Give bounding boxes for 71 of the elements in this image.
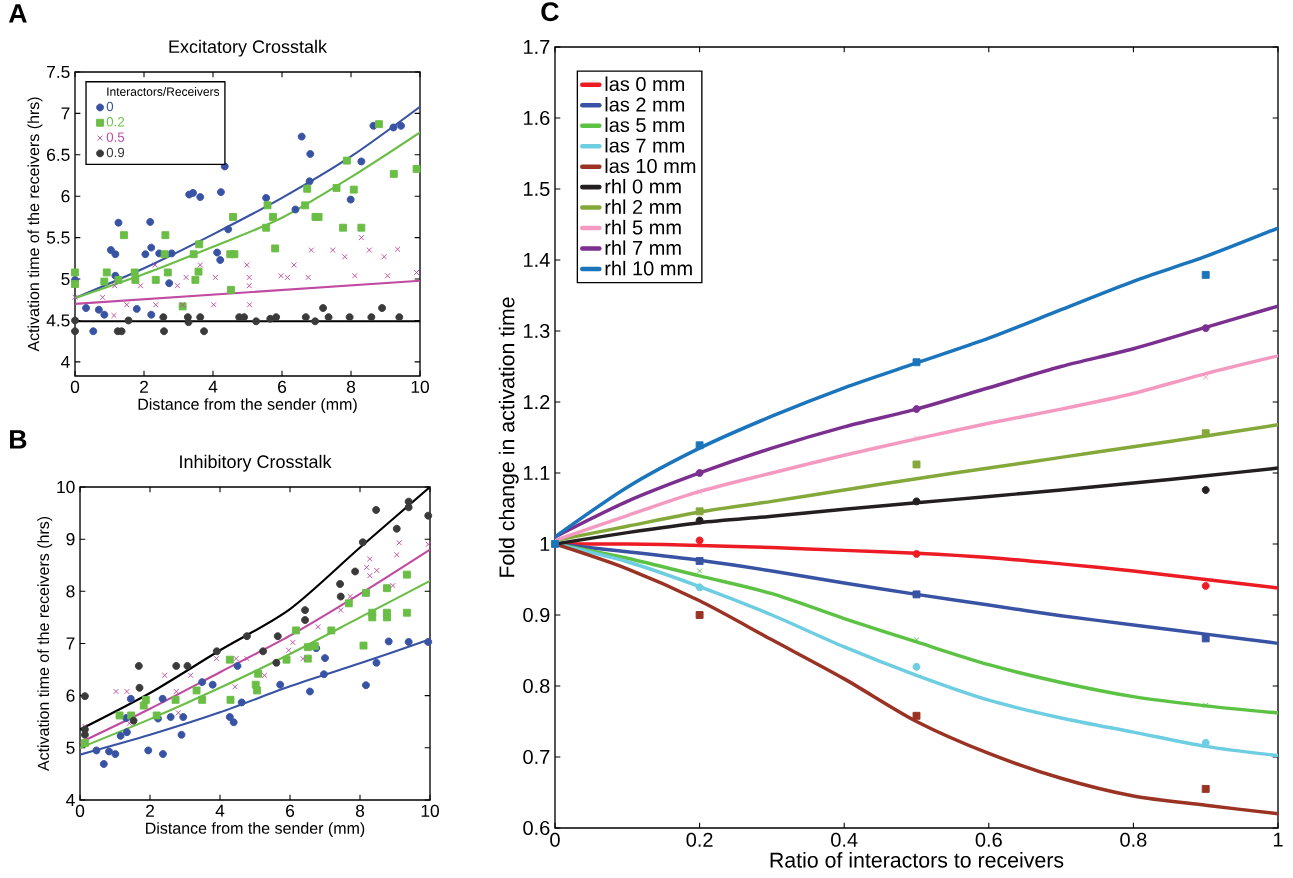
y-tick-label: 6 — [66, 689, 75, 702]
x-tick-label: 0.2 — [686, 832, 713, 847]
x-tick-label: 2 — [146, 804, 154, 817]
y-tick-label: 7 — [66, 637, 75, 650]
legend-label: rhl 2 mm — [605, 199, 681, 214]
y-tick-label: 4.5 — [46, 314, 70, 327]
x-axis-title: Ratio of interactors to receivers — [770, 852, 1064, 868]
y-tick-label: 0.7 — [523, 749, 550, 765]
x-tick-label: 10 — [421, 804, 439, 817]
x-tick-label: 0.6 — [975, 832, 1002, 847]
legend-label: las 2 mm — [605, 96, 685, 112]
x-tick-label: 2 — [140, 380, 148, 393]
y-tick-label: 0.9 — [523, 607, 550, 623]
legend-label: 0 — [106, 101, 114, 112]
y-tick-label: 1.7 — [524, 40, 550, 54]
y-tick-label: 1.2 — [524, 395, 550, 409]
text: B — [10, 430, 27, 449]
legend-label: rhl 10 mm — [605, 260, 692, 276]
text: C — [541, 2, 559, 22]
legend-label: 0.2 — [106, 117, 125, 127]
legend-label: rhl 0 mm — [605, 178, 681, 194]
x-axis-title: Distance from the sender (mm) — [146, 822, 365, 838]
y-tick-label: 4 — [61, 355, 70, 368]
y-tick-label: 5 — [66, 741, 75, 754]
x-tick-label: 4 — [208, 380, 218, 393]
y-tick-label: 5 — [61, 273, 70, 286]
legend-label: rhl 5 mm — [605, 219, 681, 235]
chart-title: Inhibitory Crosstalk — [180, 454, 332, 472]
x-tick-label: 4 — [215, 804, 225, 817]
legend-label: 0.9 — [106, 147, 125, 158]
x-tick-label: 1 — [1273, 832, 1283, 847]
y-tick-label: 6.5 — [47, 148, 70, 161]
x-tick-label: 10 — [411, 380, 429, 393]
y-tick-label: 9 — [66, 533, 75, 546]
x-tick-label: 0.8 — [1120, 832, 1147, 847]
y-tick-label: 1.1 — [524, 466, 550, 480]
legend-label: las 0 mm — [605, 76, 685, 92]
y-tick-label: 1.5 — [524, 182, 550, 196]
y-tick-label: 5.5 — [46, 231, 70, 244]
x-tick-label: 0.4 — [831, 832, 858, 847]
y-tick-label: 4 — [66, 794, 75, 806]
y-axis-title: Activation time of the receivers (hrs) — [27, 97, 43, 352]
x-tick-label: 8 — [355, 804, 365, 817]
x-tick-label: 0 — [550, 832, 560, 847]
y-tick-label: 0.8 — [523, 678, 550, 694]
legend-label: las 7 mm — [605, 137, 685, 153]
y-tick-label: 1.4 — [524, 253, 550, 267]
text: A — [8, 4, 27, 23]
legend-label: rhl 7 mm — [605, 240, 681, 255]
x-axis-title: Distance from the sender (mm) — [138, 398, 357, 414]
y-tick-label: 0.6 — [523, 820, 550, 836]
y-axis-title: Fold change in activation time — [498, 297, 519, 577]
y-tick-label: 10 — [57, 480, 75, 494]
y-tick-label: 7 — [61, 107, 70, 120]
x-tick-label: 0 — [70, 380, 80, 393]
legend-label: las 10 mm — [605, 158, 696, 174]
legend-label: 0.5 — [106, 132, 125, 142]
y-axis-title: Activation time of the receivers (hrs) — [37, 516, 53, 772]
legend-label: las 5 mm — [605, 117, 685, 133]
y-tick-label: 6 — [61, 190, 70, 203]
x-tick-label: 0 — [75, 804, 85, 817]
legend-title: Interactors/Receivers — [107, 87, 220, 96]
y-tick-label: 1.6 — [524, 110, 550, 126]
y-tick-label: 1 — [540, 537, 550, 551]
y-tick-label: 8 — [66, 585, 75, 598]
chart-title: Excitatory Crosstalk — [169, 39, 328, 57]
x-tick-label: 6 — [286, 804, 295, 817]
x-tick-label: 6 — [278, 380, 287, 393]
x-tick-label: 8 — [346, 380, 356, 393]
y-tick-label: 1.3 — [524, 323, 550, 339]
y-tick-label: 7.5 — [47, 65, 70, 79]
